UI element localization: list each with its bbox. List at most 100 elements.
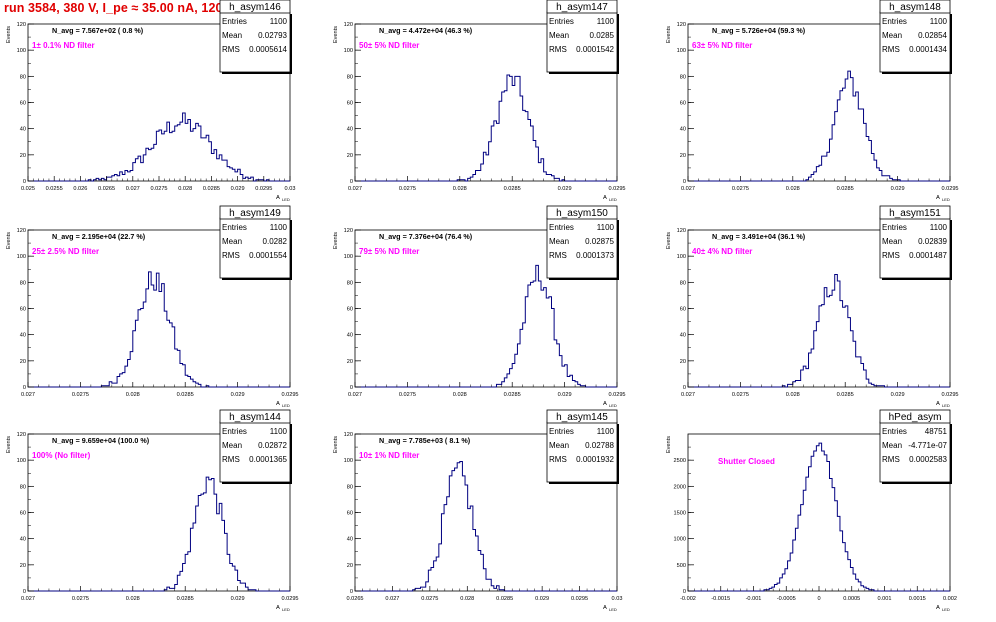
x-tick-label: 0.028: [178, 186, 192, 192]
stats-box: [219, 11, 291, 73]
navg-label: N_avg = 9.659e+04 (100.0 %): [52, 436, 150, 445]
stats-box-shadow: [549, 482, 619, 484]
x-tick-label: 0.028: [460, 596, 474, 602]
y-tick-label: 80: [347, 74, 353, 80]
x-tick-label: 0.029: [231, 186, 245, 192]
y-axis-label: Events: [666, 26, 672, 43]
y-tick-label: 80: [680, 74, 686, 80]
x-tick-label: 0.0295: [255, 186, 272, 192]
y-tick-label: 100: [17, 458, 26, 464]
stats-title-box: [879, 0, 951, 14]
stats-box-shadow: [882, 482, 952, 484]
stats-label: RMS: [882, 251, 900, 260]
filter-label: Shutter Closed: [718, 457, 775, 466]
x-tick-label: -0.0015: [711, 596, 730, 602]
x-tick-label: 0.0275: [72, 392, 89, 398]
stats-label: Mean: [882, 441, 902, 450]
x-axis-label-sub: LED: [942, 607, 950, 612]
x-axis-label-sub: LED: [282, 403, 290, 408]
stats-value: 1100: [270, 427, 288, 436]
y-tick-label: 100: [344, 458, 353, 464]
stats-label: RMS: [882, 45, 900, 54]
histogram-panel-h_asym150: 0.027 0.0275 0.028 0.0285 0.029 0.0295 0 20 40 60…: [333, 205, 626, 408]
y-tick-label: 60: [20, 511, 26, 517]
stats-label: Entries: [882, 427, 907, 436]
stats-value: 1100: [270, 17, 288, 26]
y-axis-label: Events: [666, 232, 672, 249]
histogram-panel-h_asym149: 0.027 0.0275 0.028 0.0285 0.029 0.0295 0 20 40 60…: [6, 205, 299, 408]
x-tick-label: 0.0275: [399, 392, 416, 398]
y-tick-label: 40: [20, 333, 26, 339]
stats-value: 0.02875: [585, 237, 614, 246]
x-tick-label: 0.0285: [504, 186, 521, 192]
stats-value: 0.0001434: [909, 45, 947, 54]
y-tick-label: 40: [347, 537, 353, 543]
x-tick-label: 0.028: [453, 186, 467, 192]
y-tick-label: 20: [20, 359, 26, 365]
x-axis-label: A: [276, 195, 280, 201]
y-tick-label: 100: [344, 254, 353, 260]
stats-value: 0.02854: [918, 31, 947, 40]
x-tick-label: 0.0295: [608, 186, 625, 192]
stats-box-shadow: [882, 72, 952, 74]
x-tick-label: 0.0295: [281, 392, 298, 398]
x-axis-label-sub: LED: [609, 403, 617, 408]
x-tick-label: 0.002: [943, 596, 957, 602]
y-tick-label: 120: [17, 228, 26, 234]
filter-label: 100% (No filter): [32, 451, 91, 460]
navg-label: N_avg = 7.785e+03 ( 8.1 %): [379, 436, 471, 445]
x-tick-label: 0.0285: [177, 596, 194, 602]
x-tick-label: 0.029: [558, 186, 572, 192]
stats-label: Mean: [549, 237, 569, 246]
histogram-line: [355, 460, 617, 592]
stats-label: Entries: [882, 17, 907, 26]
stats-value: 1100: [597, 223, 615, 232]
y-tick-label: 2500: [674, 458, 686, 464]
x-tick-label: 0.0265: [98, 186, 115, 192]
x-tick-label: 0.029: [891, 392, 905, 398]
stats-label: Entries: [549, 17, 574, 26]
stats-label: RMS: [222, 455, 240, 464]
x-tick-label: 0.029: [231, 392, 245, 398]
x-tick-label: 0.0295: [571, 596, 588, 602]
y-tick-label: 60: [680, 307, 686, 313]
x-axis-label-sub: LED: [942, 403, 950, 408]
histogram-line: [688, 70, 950, 182]
navg-label: N_avg = 7.567e+02 ( 0.8 %): [52, 26, 144, 35]
stats-value: 0.0001932: [576, 455, 614, 464]
y-tick-label: 100: [17, 254, 26, 260]
x-axis-label: A: [276, 605, 280, 611]
stats-label: Entries: [222, 223, 247, 232]
x-tick-label: 0.028: [786, 392, 800, 398]
histogram-line: [355, 264, 617, 388]
histogram-line: [28, 476, 290, 592]
x-tick-label: 0.03: [285, 186, 296, 192]
navg-label: N_avg = 4.472e+04 (46.3 %): [379, 26, 473, 35]
x-tick-label: 0.03: [612, 596, 623, 602]
stats-value: 0.0005614: [249, 45, 287, 54]
stats-title: h_asym151: [889, 208, 941, 219]
x-tick-label: 0.027: [21, 596, 35, 602]
y-tick-label: 80: [347, 280, 353, 286]
navg-label: N_avg = 7.376e+04 (76.4 %): [379, 232, 473, 241]
x-tick-label: 0.0285: [177, 392, 194, 398]
x-tick-label: 0.028: [126, 596, 140, 602]
y-tick-label: 20: [347, 153, 353, 159]
y-axis-label: Events: [333, 232, 339, 249]
stats-label: RMS: [222, 45, 240, 54]
stats-title: h_asym145: [556, 412, 608, 423]
navg-label: N_avg = 3.491e+04 (36.1 %): [712, 232, 806, 241]
y-axis-label: Events: [333, 436, 339, 453]
x-tick-label: 0.029: [535, 596, 549, 602]
y-tick-label: 20: [20, 563, 26, 569]
x-tick-label: 0.0285: [496, 596, 513, 602]
x-tick-label: 0.0285: [203, 186, 220, 192]
filter-label: 25± 2.5% ND filter: [32, 247, 99, 256]
x-tick-label: 0.0295: [281, 596, 298, 602]
y-axis-label: Events: [6, 232, 12, 249]
stats-label: Entries: [222, 17, 247, 26]
y-tick-label: 60: [347, 511, 353, 517]
y-tick-label: 120: [344, 432, 353, 438]
y-tick-label: 0: [23, 179, 26, 185]
histogram-panel-h_asym151: 0.027 0.0275 0.028 0.0285 0.029 0.0295 0 20 40 60…: [666, 205, 959, 408]
